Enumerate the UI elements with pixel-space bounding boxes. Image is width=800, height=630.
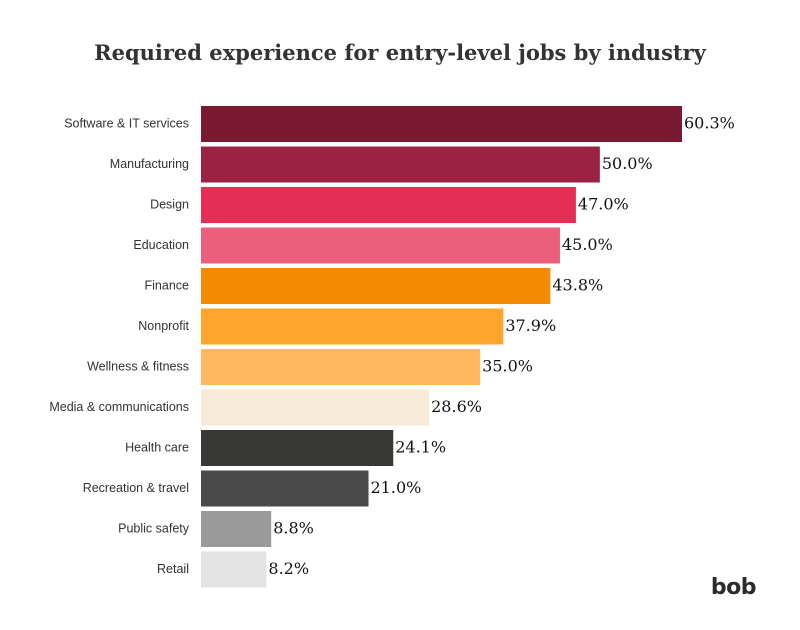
category-label: Wellness & fitness <box>87 359 189 373</box>
value-label: 8.8% <box>273 519 314 538</box>
bar-8 <box>201 430 394 466</box>
bar-6 <box>201 349 481 385</box>
bar-9 <box>201 470 369 507</box>
bar-2 <box>201 187 576 223</box>
value-label: 21.0% <box>371 478 422 497</box>
value-label: 43.8% <box>552 276 603 295</box>
category-label: Health care <box>125 440 189 454</box>
category-label: Recreation & travel <box>83 481 189 495</box>
category-label: Finance <box>145 278 190 292</box>
category-label: Education <box>133 238 189 252</box>
bar-7 <box>201 389 430 426</box>
category-label: Nonprofit <box>138 319 189 333</box>
value-label: 50.0% <box>602 154 653 173</box>
value-labels-group: 60.3% 50.0% 47.0% 45.0% 43.8% 37.9% 35.0% 28.6%… <box>268 114 734 579</box>
value-label: 37.9% <box>505 316 556 335</box>
chart-title: Required experience for entry-level jobs… <box>94 40 706 65</box>
bar-3 <box>201 227 560 264</box>
bar-10 <box>201 511 272 547</box>
value-label: 60.3% <box>684 114 735 133</box>
category-label: Retail <box>157 562 189 576</box>
value-label: 47.0% <box>578 195 629 214</box>
value-label: 45.0% <box>562 235 613 254</box>
category-label: Design <box>150 197 189 211</box>
value-label: 35.0% <box>482 357 533 376</box>
bar-0 <box>201 106 682 142</box>
category-label: Software & IT services <box>64 116 189 130</box>
category-label: Media & communications <box>49 400 189 414</box>
bar-5 <box>201 308 504 345</box>
value-label: 28.6% <box>431 397 482 416</box>
value-label: 24.1% <box>395 438 446 457</box>
category-label: Manufacturing <box>110 157 189 171</box>
bob-logo: bob <box>710 575 757 600</box>
bars-group <box>201 106 682 588</box>
bar-1 <box>201 146 600 183</box>
bar-11 <box>201 551 267 588</box>
value-label: 8.2% <box>268 559 309 578</box>
bar-4 <box>201 268 551 304</box>
category-label: Public safety <box>118 521 190 535</box>
category-labels-group: Software & IT services Manufacturing Desig… <box>49 116 189 576</box>
